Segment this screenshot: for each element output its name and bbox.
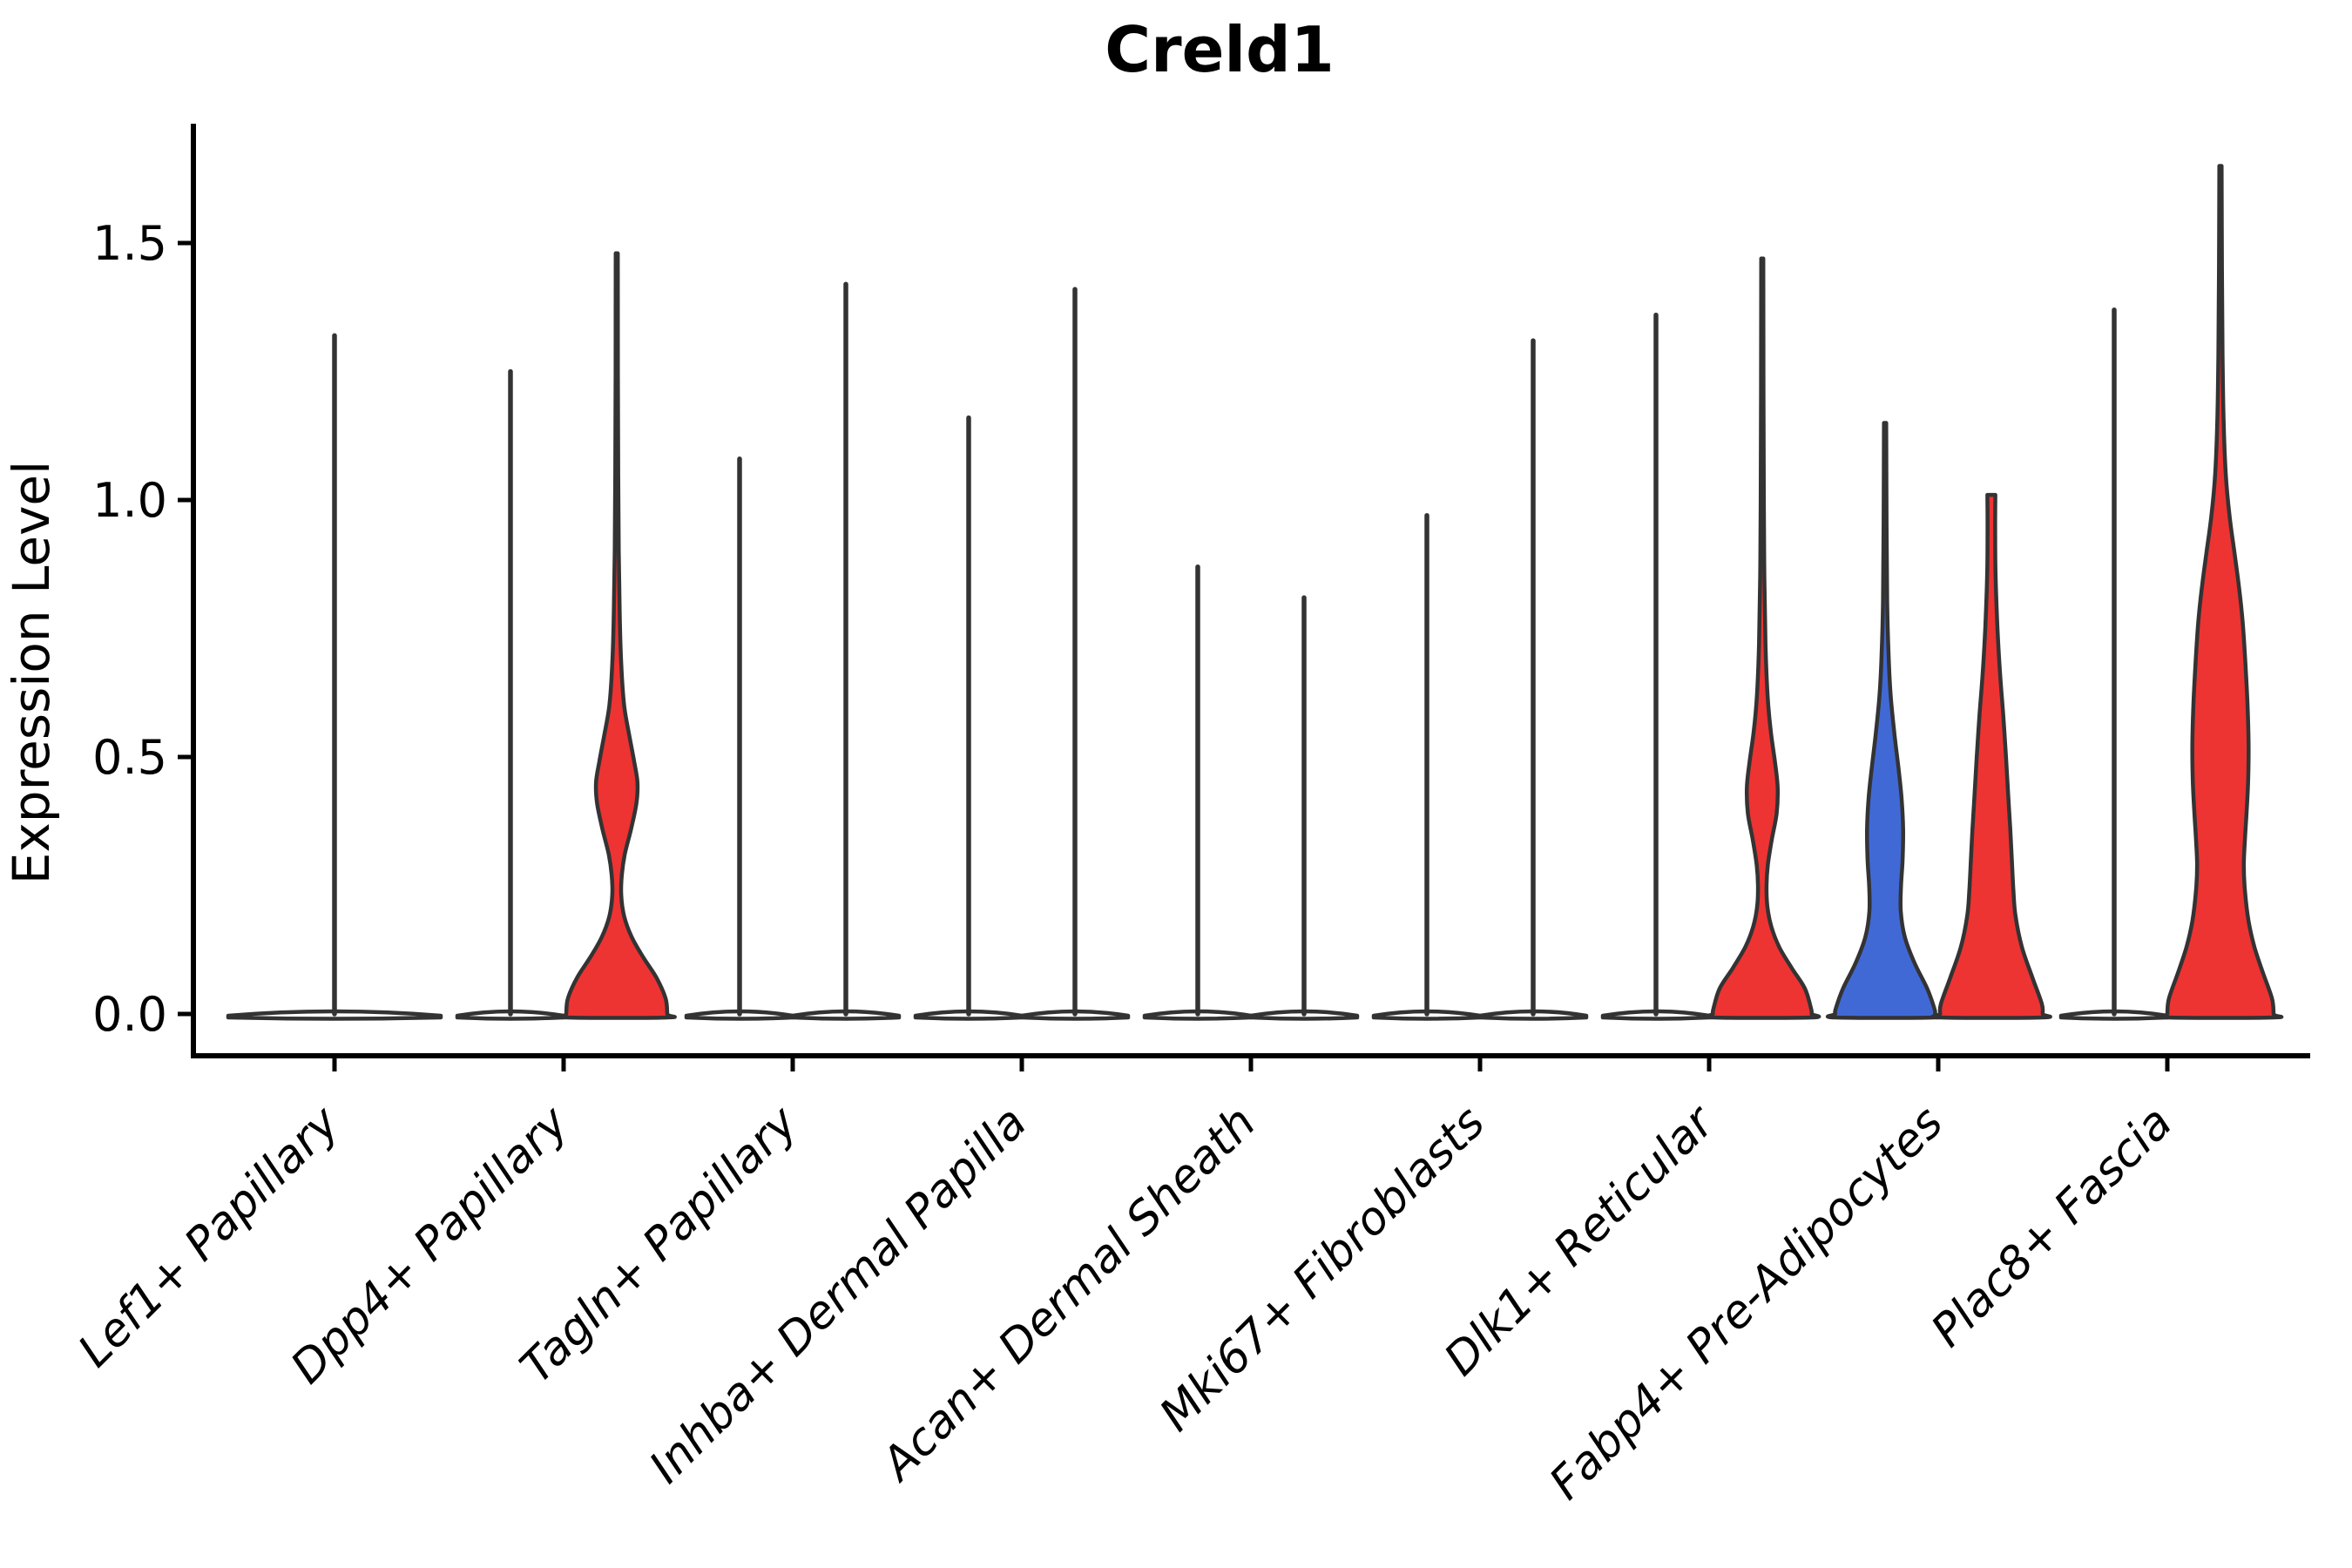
- violin-category: [1825, 421, 2052, 1020]
- violins: [226, 164, 2284, 1021]
- plot-title: Creld1: [1105, 13, 1335, 86]
- violin-category: [913, 287, 1131, 1021]
- y-tick-label: 0.0: [92, 987, 167, 1042]
- y-axis-label: Expression Level: [2, 461, 61, 884]
- violin-category: [1142, 564, 1360, 1021]
- violin-body: [1825, 421, 1945, 1020]
- violin-body: [1930, 492, 2052, 1020]
- violin-body: [557, 251, 677, 1020]
- violin-category: [455, 251, 677, 1021]
- violin-body: [2157, 164, 2284, 1020]
- violin-category: [1600, 256, 1821, 1021]
- y-tick-label: 0.5: [92, 730, 167, 785]
- y-tick-label: 1.5: [92, 216, 167, 271]
- violin-category: [684, 281, 902, 1021]
- violin-category: [226, 333, 443, 1021]
- y-tick-label: 1.0: [92, 473, 167, 528]
- violin-category: [1371, 338, 1589, 1021]
- violin-body: [1703, 256, 1821, 1020]
- violin-category: [2058, 164, 2284, 1021]
